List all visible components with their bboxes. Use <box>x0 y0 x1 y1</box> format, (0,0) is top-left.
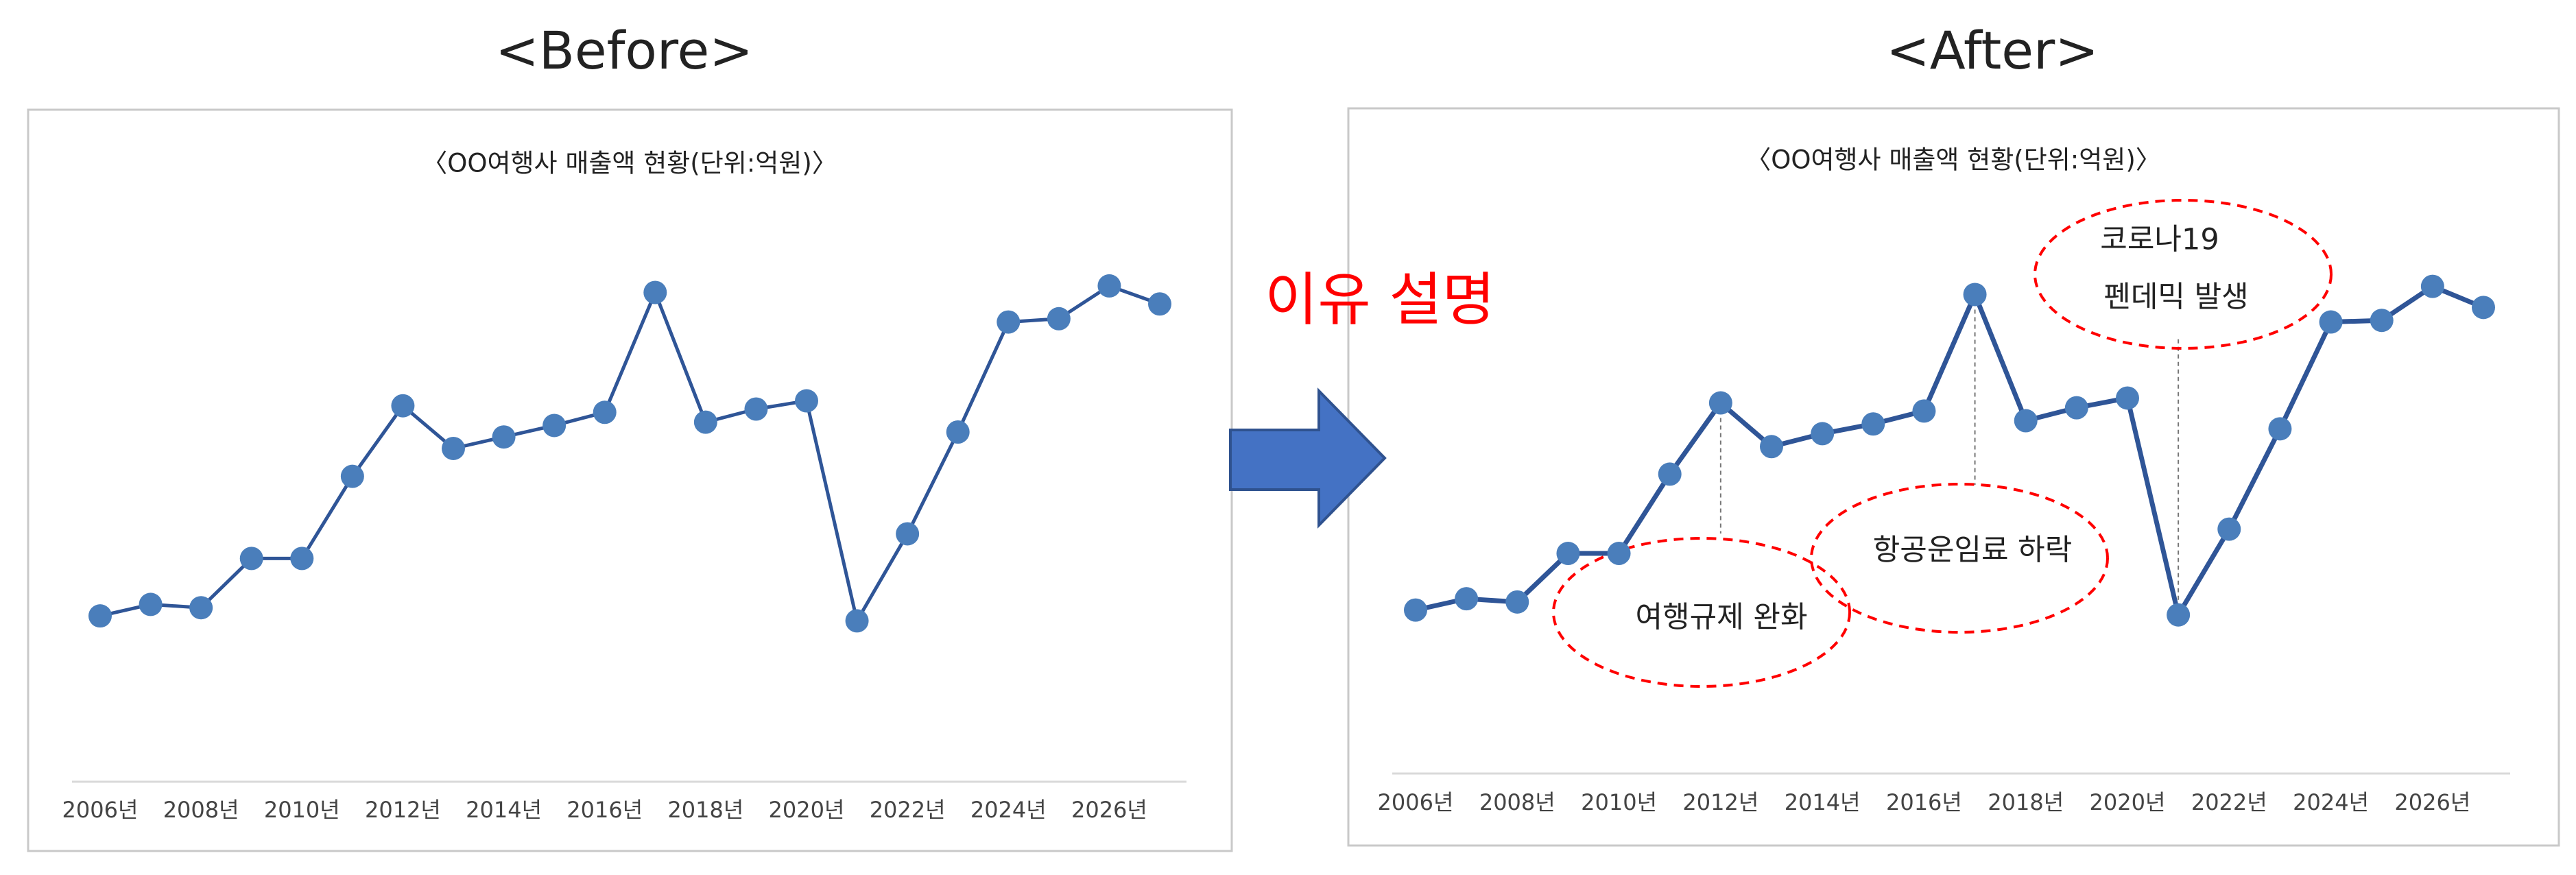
data-point <box>1607 542 1631 566</box>
data-point <box>1404 598 1427 622</box>
data-point <box>88 604 112 628</box>
x-tick-label: 2026년 <box>1071 797 1147 823</box>
data-point <box>1556 542 1580 566</box>
data-point <box>139 592 163 616</box>
before-frame <box>27 108 1233 852</box>
x-tick-label: 2018년 <box>667 797 743 823</box>
x-tick-label: 2012년 <box>365 797 441 823</box>
data-point <box>1658 462 1682 486</box>
data-point <box>340 464 364 488</box>
data-point <box>239 547 263 571</box>
data-point <box>542 413 567 438</box>
chart-title: 〈OO여행사 매출액 현황(단위:억원)〉 <box>1745 145 2161 175</box>
data-point <box>1963 283 1987 307</box>
data-point <box>845 609 869 633</box>
data-line <box>1415 284 2485 618</box>
data-line <box>99 284 1160 623</box>
x-tick-label: 2010년 <box>264 797 340 823</box>
data-point <box>1097 274 1121 298</box>
data-point <box>1708 391 1732 415</box>
data-point <box>2268 417 2292 441</box>
data-point <box>492 425 516 449</box>
x-tick-label: 2024년 <box>970 797 1047 823</box>
data-point <box>2116 386 2139 410</box>
data-point <box>1760 435 1783 459</box>
data-point <box>290 547 314 571</box>
data-point <box>1455 587 1479 611</box>
x-tick-label: 2008년 <box>1479 789 1555 815</box>
data-point <box>1861 412 1885 436</box>
x-tick-label: 2006년 <box>1378 789 1454 815</box>
x-tick-label: 2026년 <box>2394 789 2470 815</box>
annotation-ellipse <box>1810 483 2109 634</box>
data-point <box>744 397 768 421</box>
data-point <box>391 394 415 418</box>
annotation-ellipse <box>1552 537 1851 688</box>
data-point <box>997 310 1021 334</box>
annotation-ellipse <box>2034 199 2333 350</box>
x-tick-label: 2006년 <box>62 797 139 823</box>
x-tick-label: 2008년 <box>163 797 239 823</box>
data-point <box>442 436 465 460</box>
x-tick-label: 2012년 <box>1682 789 1758 815</box>
data-point <box>946 420 970 444</box>
data-point <box>896 522 920 546</box>
data-point <box>2319 310 2343 334</box>
x-tick-label: 2016년 <box>1886 789 1962 815</box>
x-tick-label: 2022년 <box>870 797 946 823</box>
x-tick-label: 2010년 <box>1581 789 1657 815</box>
x-tick-label: 2020년 <box>2090 789 2166 815</box>
x-tick-label: 2020년 <box>769 797 845 823</box>
annotation-text: 여행규제 완화 <box>1635 601 1807 635</box>
data-point <box>1148 292 1171 316</box>
reason-label: 이유 설명 <box>1265 266 1495 333</box>
data-point <box>795 389 818 413</box>
data-point <box>1505 590 1529 614</box>
data-point <box>2420 274 2444 298</box>
data-point <box>2370 309 2394 333</box>
x-tick-label: 2014년 <box>1785 789 1861 815</box>
x-tick-label: 2024년 <box>2293 789 2369 815</box>
data-point <box>643 280 667 304</box>
data-point <box>693 410 717 434</box>
chart-title: 〈OO여행사 매출액 현황(단위:억원)〉 <box>422 149 837 178</box>
data-point <box>1811 422 1835 446</box>
data-point <box>189 596 213 620</box>
annotation-text: 코로나19 <box>2100 223 2219 257</box>
x-tick-label: 2014년 <box>466 797 542 823</box>
data-point <box>2217 517 2241 541</box>
data-point <box>1912 399 1936 423</box>
x-tick-label: 2018년 <box>1988 789 2064 815</box>
x-tick-label: 2016년 <box>567 797 643 823</box>
data-point <box>2167 603 2191 627</box>
data-point <box>1047 307 1071 331</box>
data-point <box>2014 409 2038 433</box>
data-point <box>2472 296 2495 320</box>
data-point <box>593 400 617 424</box>
after-heading: <After> <box>1886 20 2099 81</box>
annotation-text: 항공운임료 하락 <box>1873 534 2073 568</box>
data-point <box>2064 396 2088 420</box>
after-frame <box>1347 107 2560 847</box>
arrow <box>1229 387 1387 529</box>
before-heading: <Before> <box>495 20 753 81</box>
x-tick-label: 2022년 <box>2191 789 2267 815</box>
annotation-text: 펜데믹 발생 <box>2103 280 2248 315</box>
